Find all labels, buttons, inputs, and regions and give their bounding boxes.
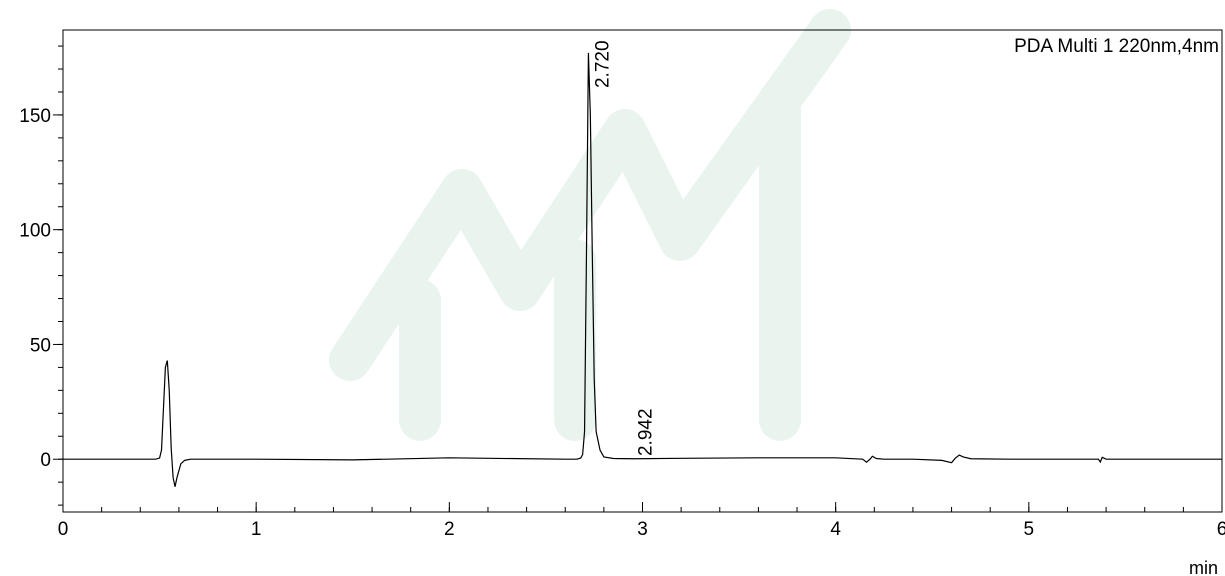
x-tick-label: 4 [830,519,841,540]
y-tick-label: 150 [19,106,51,127]
labels-layer: 0 1 2 3 4 5 6 0 50 100 150 2.720 2.942 [19,40,1225,540]
trace-layer [63,52,1222,487]
x-tick-label: 3 [637,519,648,540]
plot-frame [62,29,1223,513]
axes [62,29,1223,513]
x-tick-label: 6 [1217,519,1225,540]
y-tick-label: 100 [19,221,51,242]
x-tick-label: 0 [58,519,69,540]
watermark-stroke [399,79,801,441]
x-tick-label: 2 [444,519,455,540]
x-axis-label: min [1189,558,1218,576]
peak-label: 2.942 [635,408,656,456]
watermark-stroke [329,9,851,381]
chart-title: PDA Multi 1 220nm,4nm [1014,36,1219,57]
watermark-logo [329,9,851,441]
chromatogram-trace [63,52,1222,487]
x-tick-label: 5 [1024,519,1035,540]
y-tick-label: 0 [40,450,51,471]
y-tick-label: 50 [30,335,51,356]
x-tick-label: 1 [251,519,262,540]
peak-label: 2.720 [592,40,613,88]
